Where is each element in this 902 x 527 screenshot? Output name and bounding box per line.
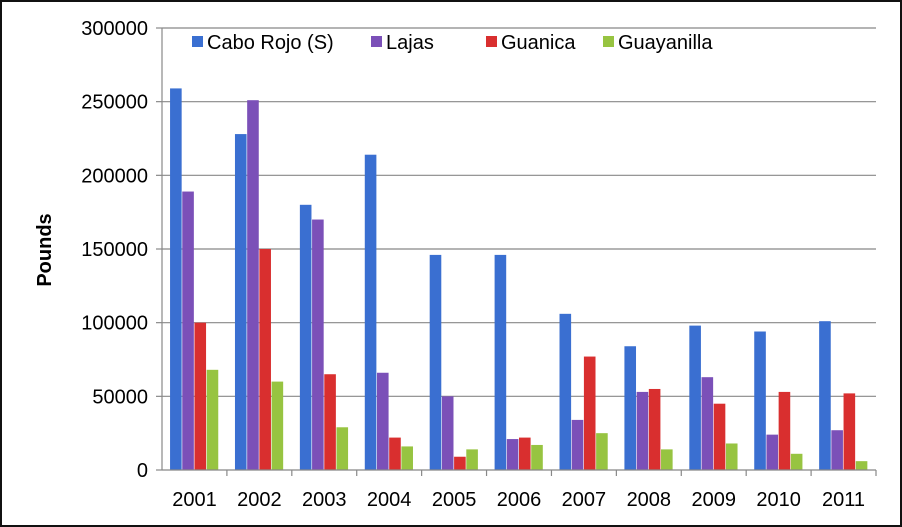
bar-guayanilla-2006: [531, 444, 543, 470]
bar-guanica-2008: [648, 388, 661, 470]
bar-guanica-2002: [259, 249, 271, 470]
x-tick-label: 2003: [302, 489, 347, 511]
legend-label: Guanica: [501, 32, 576, 54]
x-tick-label: 2004: [367, 489, 412, 511]
y-tick-label: 300000: [81, 18, 148, 40]
axes: [156, 27, 877, 476]
bar-cabo-rojo-s-2007: [559, 313, 572, 470]
legend-swatch: [192, 36, 203, 47]
bar-cabo-rojo-s-2004: [364, 154, 377, 470]
legend: Cabo Rojo (S) Lajas Guanica Guayanilla: [192, 32, 713, 54]
bar-lajas-2007: [571, 419, 584, 470]
bar-lajas-2001: [182, 191, 194, 471]
bar-lajas-2002: [247, 100, 259, 471]
bar-guayanilla-2003: [336, 427, 349, 470]
x-tick-label: 2001: [172, 489, 217, 511]
y-tick-label: 100000: [81, 313, 148, 335]
y-tick-label: 250000: [81, 92, 148, 114]
y-tick-labels: 0 50000 100000 150000 200000 250000 300000: [81, 18, 148, 482]
bar-lajas-2008: [636, 391, 649, 470]
bars: [170, 88, 868, 471]
legend-swatch: [371, 36, 382, 47]
legend-swatch: [603, 36, 614, 47]
bar-guanica-2007: [583, 356, 596, 470]
bar-cabo-rojo-s-2003: [299, 204, 312, 471]
bar-lajas-2009: [701, 377, 714, 470]
bar-cabo-rojo-s-2009: [689, 325, 701, 470]
bar-guayanilla-2011: [855, 461, 868, 470]
bar-cabo-rojo-s-2011: [819, 321, 831, 470]
bar-guayanilla-2009: [725, 443, 738, 470]
bar-cabo-rojo-s-2006: [494, 254, 507, 470]
bar-guayanilla-2005: [466, 449, 478, 470]
x-tick-label: 2010: [756, 489, 801, 511]
legend-label: Cabo Rojo (S): [207, 32, 334, 54]
x-tick-label: 2006: [497, 489, 542, 511]
y-tick-label: 0: [137, 460, 148, 482]
x-tick-label: 2009: [691, 489, 736, 511]
bar-guanica-2001: [194, 322, 207, 470]
bar-lajas-2011: [831, 430, 843, 470]
bar-lajas-2010: [766, 434, 779, 470]
bar-guanica-2004: [389, 437, 401, 470]
bar-cabo-rojo-s-2008: [624, 346, 637, 470]
bar-lajas-2004: [376, 372, 389, 470]
bar-guanica-2011: [843, 393, 856, 470]
bar-guayanilla-2008: [661, 449, 673, 470]
bar-lajas-2006: [506, 439, 519, 470]
bar-lajas-2005: [441, 396, 454, 470]
bar-guayanilla-2007: [596, 433, 608, 470]
bar-guanica-2003: [324, 374, 336, 470]
x-tick-label: 2011: [822, 489, 865, 511]
legend-swatch: [486, 36, 497, 47]
bar-lajas-2003: [312, 219, 324, 470]
bar-cabo-rojo-s-2005: [429, 254, 442, 470]
bar-guanica-2009: [713, 403, 726, 470]
bar-guanica-2005: [454, 456, 466, 470]
y-tick-label: 50000: [92, 386, 148, 408]
bar-cabo-rojo-s-2002: [234, 134, 247, 470]
x-tick-label: 2005: [432, 489, 477, 511]
y-axis-label: Pounds: [34, 213, 56, 286]
legend-label: Lajas: [386, 32, 434, 54]
bar-guanica-2006: [519, 437, 531, 470]
x-tick-label: 2007: [562, 489, 607, 511]
y-tick-label: 150000: [81, 239, 148, 261]
y-tick-label: 200000: [81, 165, 148, 187]
x-tick-label: 2002: [237, 489, 282, 511]
x-tick-label: 2008: [627, 489, 672, 511]
bar-cabo-rojo-s-2010: [754, 331, 766, 470]
bar-guayanilla-2002: [271, 381, 284, 470]
bar-guanica-2010: [778, 391, 791, 470]
legend-label: Guayanilla: [618, 32, 713, 54]
bar-guayanilla-2001: [206, 369, 219, 470]
bar-cabo-rojo-s-2001: [170, 88, 182, 470]
bar-guayanilla-2010: [790, 453, 803, 470]
bar-guayanilla-2004: [401, 446, 413, 470]
x-tick-labels: 2001 2002 2003 2004 2005 2006 2007 2008 2009 2010…: [172, 489, 865, 511]
